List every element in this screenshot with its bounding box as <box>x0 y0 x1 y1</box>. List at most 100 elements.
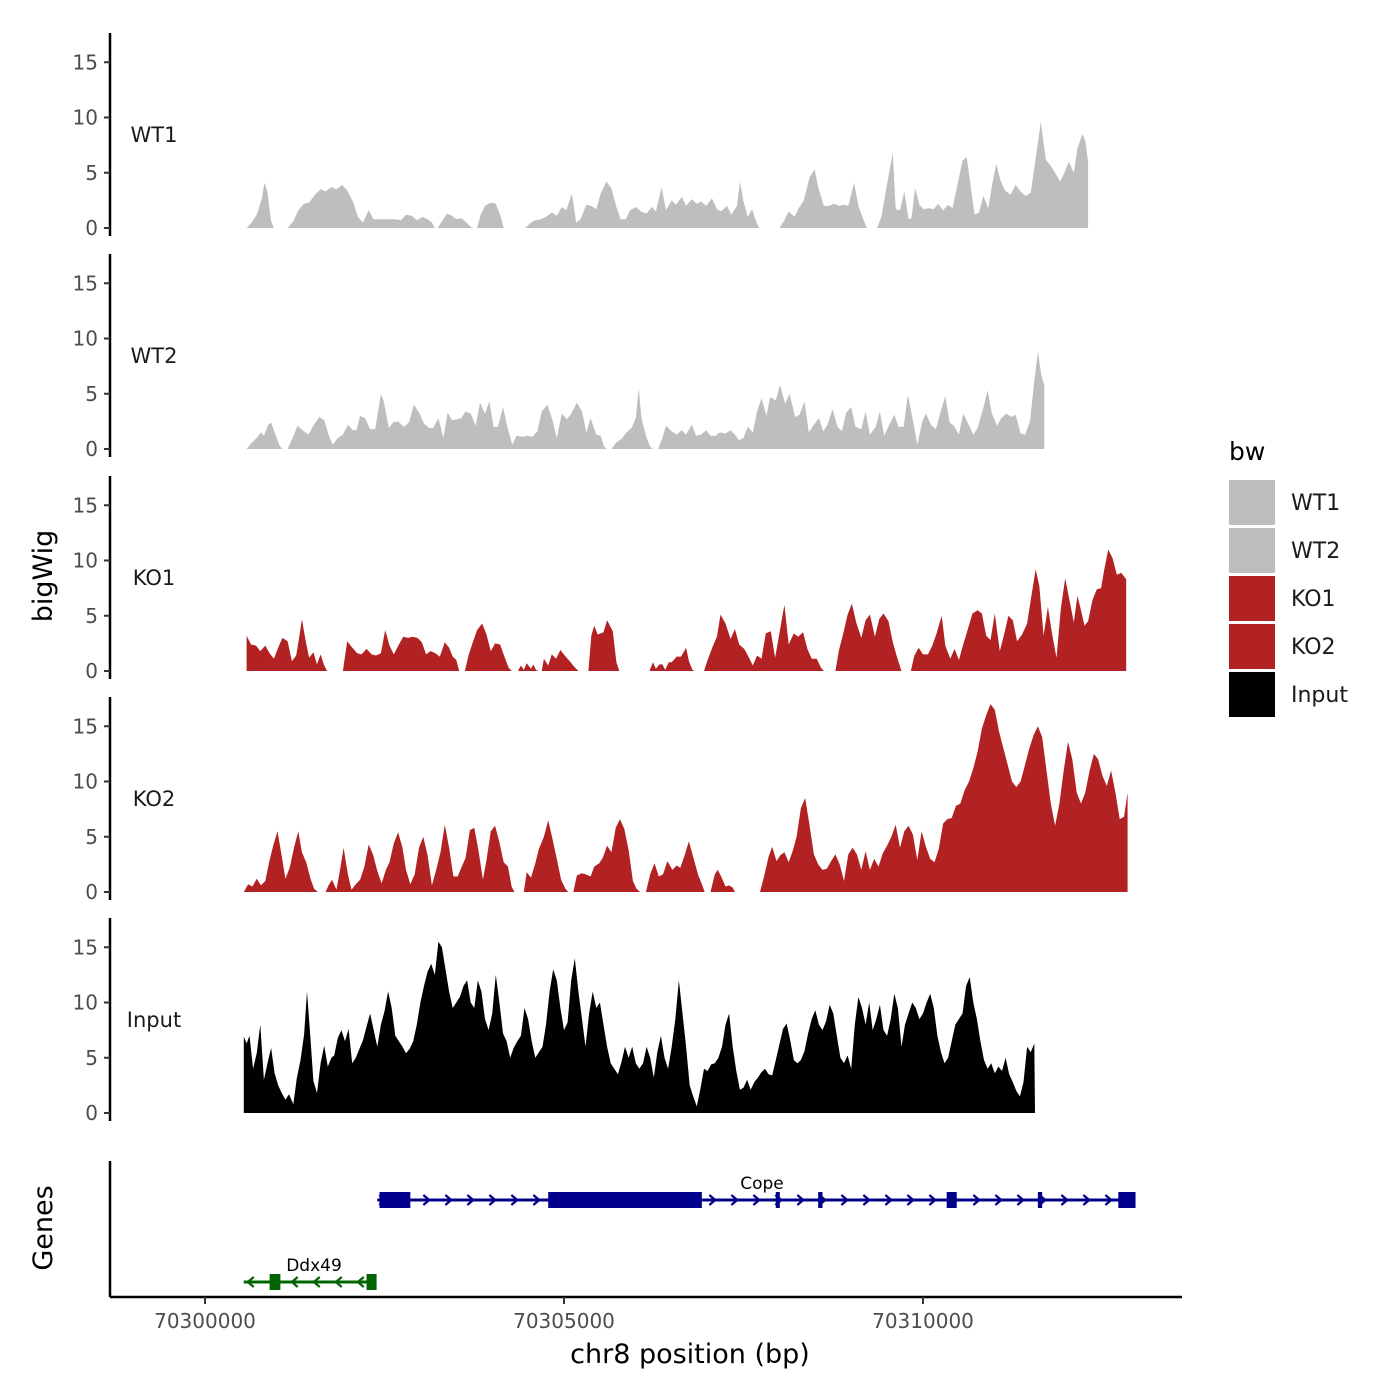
exon-block <box>1118 1192 1136 1208</box>
signal-area-ko1 <box>910 549 1127 671</box>
signal-area-ko1 <box>541 650 579 671</box>
strand-arrow <box>1016 1194 1026 1206</box>
signal-area-wt2 <box>611 388 653 449</box>
signal-area-ko1 <box>588 620 620 671</box>
gene-label: Ddx49 <box>286 1256 342 1276</box>
signal-area-ko2 <box>645 841 705 892</box>
exon-block <box>775 1192 780 1208</box>
signal-area-wt1 <box>779 169 867 228</box>
x-tick-label: 70305000 <box>513 1309 615 1333</box>
signal-area-wt1 <box>246 182 274 228</box>
track-label: WT2 <box>131 344 178 368</box>
y-tick-label: 10 <box>73 770 98 794</box>
legend-label: WT1 <box>1291 491 1340 516</box>
y-axis-title: bigWig <box>28 530 59 623</box>
x-axis: 70300000 70305000 70310000 <box>110 1295 1182 1333</box>
strand-arrow <box>796 1194 806 1206</box>
track-panel-input: 0 5 10 15 Input <box>73 918 1036 1125</box>
exon-block <box>366 1274 377 1290</box>
y-tick-label: 15 <box>73 271 98 295</box>
legend-title: bw <box>1229 437 1265 466</box>
strand-arrow <box>1082 1194 1092 1206</box>
legend: bw WT1 WT2 KO1 KO2 Input <box>1229 437 1348 717</box>
track-panels: 0 5 10 15 WT1 0 5 10 15 WT2 0 5 10 15 KO1 0 5 10 15 KO2 0 5 10… <box>73 33 1128 1125</box>
signal-area-ko1 <box>518 663 539 671</box>
strand-arrow <box>708 1194 718 1206</box>
signal-area-ko1 <box>464 623 512 671</box>
strand-arrow <box>928 1194 938 1206</box>
track-panel-wt1: 0 5 10 15 WT1 <box>73 33 1089 240</box>
y-tick-label: 0 <box>85 880 98 904</box>
legend-label: Input <box>1291 683 1348 708</box>
signal-area-wt2 <box>658 351 1045 449</box>
genes-axis-title: Genes <box>28 1185 59 1270</box>
signal-area-ko1 <box>246 619 328 671</box>
y-tick-label: 10 <box>73 327 98 351</box>
strand-arrow <box>356 1276 365 1288</box>
track-label: WT1 <box>131 123 178 147</box>
strand-arrow <box>972 1194 982 1206</box>
strand-arrow <box>444 1194 454 1206</box>
track-panel-ko2: 0 5 10 15 KO2 <box>73 697 1128 904</box>
legend-swatch <box>1229 528 1275 573</box>
x-tick-label: 70300000 <box>154 1309 256 1333</box>
y-tick-label: 5 <box>85 1046 98 1070</box>
signal-area-ko1 <box>342 630 460 671</box>
signal-area-ko1 <box>835 603 902 671</box>
y-tick-label: 0 <box>85 437 98 461</box>
legend-swatch <box>1229 480 1275 525</box>
signal-area-wt2 <box>246 422 283 449</box>
signal-area-wt1 <box>287 184 435 228</box>
legend-item-wt1: WT1 <box>1229 480 1340 525</box>
signal-area-wt1 <box>525 181 760 228</box>
y-tick-label: 10 <box>73 549 98 573</box>
signal-area-wt2 <box>287 393 608 449</box>
y-tick-label: 5 <box>85 382 98 406</box>
legend-label: WT2 <box>1291 539 1340 564</box>
strand-arrow <box>752 1194 762 1206</box>
exon-block <box>1037 1192 1043 1208</box>
gene-cope: Cope <box>377 1174 1136 1208</box>
track-label: KO1 <box>133 566 176 590</box>
legend-label: KO1 <box>1291 587 1336 612</box>
strand-arrow <box>510 1194 520 1206</box>
strand-arrow <box>906 1194 916 1206</box>
signal-area-ko2 <box>710 869 735 892</box>
strand-arrow <box>730 1194 740 1206</box>
y-tick-label: 5 <box>85 604 98 628</box>
y-tick-label: 15 <box>73 714 98 738</box>
strand-arrow <box>862 1194 872 1206</box>
signal-area-input <box>243 941 1036 1113</box>
strand-arrow <box>532 1194 542 1206</box>
y-tick-label: 10 <box>73 991 98 1015</box>
signal-area-wt1 <box>877 121 1089 228</box>
track-panel-ko1: 0 5 10 15 KO1 <box>73 476 1127 683</box>
strand-arrow <box>334 1276 343 1288</box>
legend-swatch <box>1229 672 1275 717</box>
y-tick-label: 15 <box>73 493 98 517</box>
exon-block <box>548 1192 702 1208</box>
strand-arrow <box>312 1276 321 1288</box>
x-tick-label: 70310000 <box>872 1309 974 1333</box>
strand-arrow <box>1060 1194 1070 1206</box>
strand-arrow <box>884 1194 894 1206</box>
y-tick-label: 0 <box>85 1101 98 1125</box>
exon-block <box>946 1192 957 1208</box>
y-tick-label: 15 <box>73 50 98 74</box>
track-label: KO2 <box>133 787 176 811</box>
signal-area-ko1 <box>649 647 695 671</box>
signal-area-ko2 <box>243 831 318 892</box>
legend-item-ko2: KO2 <box>1229 624 1336 669</box>
legend-label: KO2 <box>1291 635 1336 660</box>
legend-swatch <box>1229 624 1275 669</box>
signal-area-ko2 <box>760 704 1128 892</box>
exon-block <box>818 1192 823 1208</box>
legend-item-input: Input <box>1229 672 1348 717</box>
legend-item-ko1: KO1 <box>1229 576 1336 621</box>
strand-arrow <box>466 1194 476 1206</box>
gene-ddx49: Ddx49 <box>243 1256 377 1290</box>
track-label: Input <box>127 1008 181 1032</box>
y-tick-label: 0 <box>85 216 98 240</box>
y-tick-label: 5 <box>85 161 98 185</box>
genes-track: Cope Ddx49 <box>108 1161 1136 1297</box>
